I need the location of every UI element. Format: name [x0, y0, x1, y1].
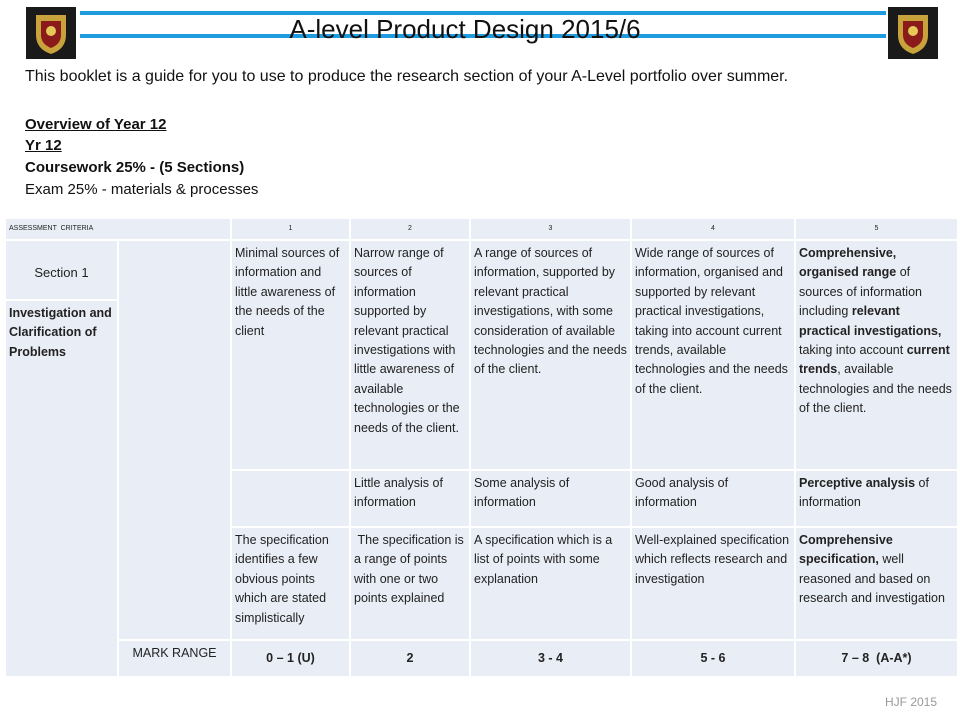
intro-line: Exam 25% - materials & processes: [25, 181, 259, 198]
text-run: , available technologies and the needs o…: [799, 362, 956, 416]
mark-range-label: MARK RANGE: [119, 641, 230, 676]
criteria-cell: Narrow range of sources of information s…: [351, 241, 469, 469]
text-run: Good analysis of information: [635, 476, 732, 510]
footer: HJF 2015: [885, 695, 938, 709]
mark-range-value: 3 - 4: [471, 641, 630, 676]
bold-run: Perceptive analysis: [799, 476, 916, 490]
criteria-cell: Minimal sources of information and littl…: [232, 241, 349, 469]
mark-range-value: 5 - 6: [632, 641, 794, 676]
bold-run: Comprehensive, organised range: [799, 246, 900, 280]
header-bar-top: [80, 11, 886, 15]
text-run: Minimal sources of information and littl…: [235, 246, 343, 338]
section-label: Section 1: [6, 241, 117, 299]
empty-cell: [232, 471, 349, 526]
text-run: Wide range of sources of information, or…: [635, 246, 792, 396]
intro-line: Coursework 25% - (5 Sections): [25, 159, 245, 176]
text-run: taking into account: [799, 323, 945, 358]
criteria-cell: The specification is a range of points w…: [351, 528, 469, 639]
logo-right: [888, 7, 938, 59]
text-run: Narrow range of sources of information s…: [354, 246, 464, 435]
text-run: well reasoned and based on research and …: [799, 552, 945, 606]
criteria-cell: Wide range of sources of information, or…: [632, 241, 794, 469]
title: A-level Product Design 2015/6: [289, 14, 641, 44]
criteria-cell: Comprehensive specification, well reason…: [796, 528, 957, 639]
text-run: Well-explained specification which refle…: [635, 533, 793, 586]
bold-run: Comprehensive specification,: [799, 533, 897, 567]
criteria-cell: Good analysis of information: [632, 471, 794, 526]
intro-paragraph: This booklet is a guide for you to use t…: [25, 68, 789, 85]
criteria-cell: Little analysis of information: [351, 471, 469, 526]
criteria-cell: Some analysis of information: [471, 471, 630, 526]
header-bar-bottom: [80, 34, 886, 38]
mark-range-value: 7 – 8 (A-A*): [796, 641, 957, 676]
header-cell: 5: [796, 219, 957, 239]
header-cell: 4: [632, 219, 794, 239]
text-run: of sources of information including: [799, 265, 926, 319]
empty-cell: [119, 241, 230, 639]
header-band: [80, 15, 886, 34]
criteria-cell: Perceptive analysis of information: [796, 471, 957, 526]
logo-left: [26, 7, 76, 59]
header-cell: 1: [232, 219, 349, 239]
header-cell: ASSESSMENT CRITERIA: [6, 219, 230, 239]
text-run: A specification which is a list of point…: [474, 533, 616, 586]
mark-range-value: 0 – 1 (U): [232, 641, 349, 676]
text-run: A range of sources of information, suppo…: [474, 246, 627, 377]
header-cell: 3: [471, 219, 630, 239]
criteria-cell: A specification which is a list of point…: [471, 528, 630, 639]
text-run: Some analysis of information: [474, 476, 573, 510]
bold-run: current trends: [799, 343, 954, 377]
bold-run: relevant practical investigations,: [799, 304, 942, 338]
intro-line: Overview of Year 12: [25, 116, 167, 133]
text-run: The specification identifies a few obvio…: [235, 533, 333, 625]
header-cell: 2: [351, 219, 469, 239]
text-run: The specification is a range of points w…: [354, 533, 468, 606]
criteria-cell: The specification identifies a few obvio…: [232, 528, 349, 639]
text-run: Little analysis of information: [354, 476, 447, 510]
criteria-cell: A range of sources of information, suppo…: [471, 241, 630, 469]
criteria-cell: Comprehensive, organised range of source…: [796, 241, 957, 469]
criteria-cell: Well-explained specification which refle…: [632, 528, 794, 639]
mark-range-value: 2: [351, 641, 469, 676]
section-name: Investigation and Clarification of Probl…: [6, 301, 117, 676]
text-run: of information: [799, 476, 933, 510]
intro-line: Yr 12: [25, 137, 62, 154]
